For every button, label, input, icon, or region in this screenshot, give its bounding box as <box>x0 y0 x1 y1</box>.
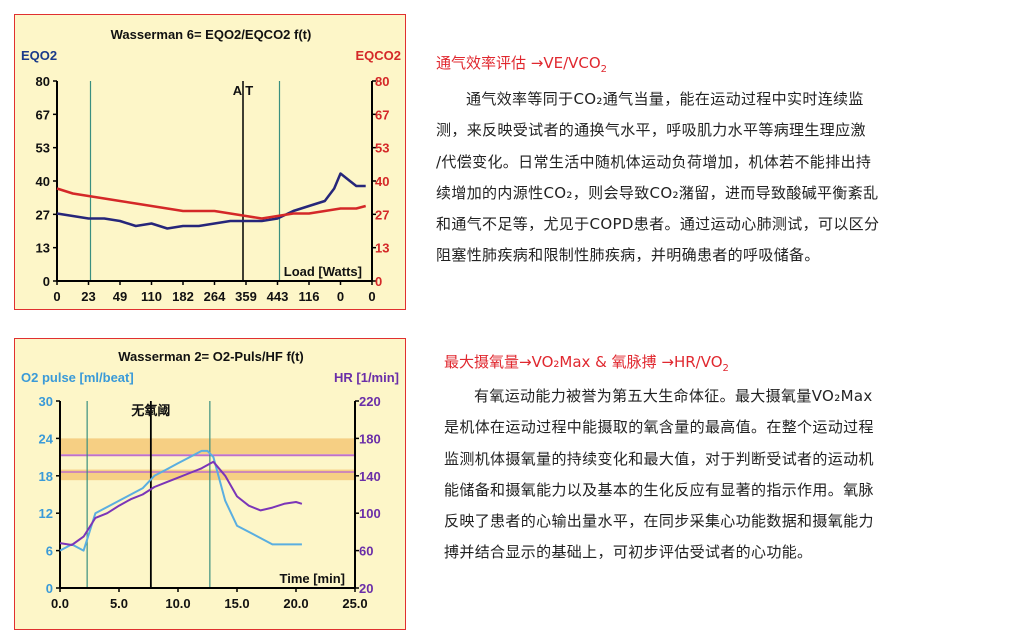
y-tick-label-right: 27 <box>375 207 389 222</box>
chart-panel-o2pulse: Wasserman 2= O2-Puls/HF f(t) O2 pulse [ml… <box>14 338 406 630</box>
chart-title: Wasserman 2= O2-Puls/HF f(t) <box>118 349 304 364</box>
y-tick-label-left: 0 <box>46 581 53 596</box>
x-tick-label: 49 <box>113 289 127 304</box>
series-line-eqo2 <box>56 172 366 230</box>
y-axis-label-right: HR [1/min] <box>334 370 399 385</box>
y-tick-label-left: 80 <box>36 74 50 89</box>
y-tick-label-left: 13 <box>36 241 50 256</box>
y-axis-label-left: O2 pulse [ml/beat] <box>21 370 134 385</box>
y-tick-label-left: 0 <box>43 274 50 289</box>
y-tick-label-right: 20 <box>359 581 373 596</box>
y-tick-label-left: 30 <box>39 394 53 409</box>
anaerobic-threshold-label: 无氧阈 <box>130 403 170 418</box>
paragraph-line: 有氧运动能力被誉为第五大生命体征。最大摄氧量VO₂Max <box>474 387 873 405</box>
section-paragraph-vo2max: 有氧运动能力被誉为第五大生命体征。最大摄氧量VO₂Max 是机体在运动过程中能摄… <box>444 381 1009 569</box>
y-tick-label-left: 67 <box>36 107 50 122</box>
reference-band-lower <box>60 469 355 481</box>
x-tick-label: 25.0 <box>342 596 367 611</box>
paragraph-line: 反映了患者的心输出量水平，在同步采集心功能数据和摄氧能力 <box>444 512 874 531</box>
chart-eqo2-eqco2: Wasserman 6= EQO2/EQCO2 f(t) EQO2 EQCO2 A T… <box>21 27 401 304</box>
y-tick-label-right: 0 <box>375 274 382 289</box>
chart-title: Wasserman 6= EQO2/EQCO2 f(t) <box>111 27 312 42</box>
y-tick-label-left: 40 <box>36 174 50 189</box>
y-tick-label-right: 13 <box>375 241 389 256</box>
paragraph-line: 测，来反映受试者的通换气水平，呼吸肌力水平等病理生理应激 <box>436 121 866 140</box>
y-tick-label-right: 140 <box>359 469 381 484</box>
series-line-o2-pulse <box>59 449 302 552</box>
y-tick-label-left: 6 <box>46 544 53 559</box>
y-tick-label-right: 180 <box>359 431 381 446</box>
y-tick-label-left: 18 <box>39 469 53 484</box>
x-tick-label: 264 <box>204 289 226 304</box>
paragraph-line: /代偿变化。日常生活中随机体运动负荷增加，机体若不能排出持 <box>436 152 872 171</box>
y-tick-label-right: 80 <box>375 74 389 89</box>
x-tick-label: 443 <box>267 289 289 304</box>
y-axis-label-right: EQCO2 <box>355 48 401 63</box>
paragraph-line: 阻塞性肺疾病和限制性肺疾病，并明确患者的呼吸储备。 <box>436 246 820 265</box>
x-tick-label: 359 <box>235 289 257 304</box>
paragraph-line: 搏并结合显示的基础上，可初步评估受试者的心功能。 <box>444 543 813 562</box>
x-axis-label: Load [Watts] <box>284 264 362 279</box>
paragraph-line: 续增加的内源性CO₂，则会导致CO₂潴留，进而导致酸碱平衡紊乱 <box>436 183 879 202</box>
reference-band-upper <box>60 438 355 454</box>
chart-o2pulse-hr: Wasserman 2= O2-Puls/HF f(t) O2 pulse [ml… <box>21 349 399 611</box>
paragraph-line: 通气效率等同于CO₂通气当量，能在运动过程中实时连续监 <box>466 90 864 108</box>
section-heading-vo2max: 最大摄氧量→VO₂Max & 氧脉搏 →HR/VO2 <box>444 353 729 374</box>
x-tick-label: 15.0 <box>224 596 249 611</box>
y-tick-label-right: 60 <box>359 544 373 559</box>
y-tick-label-right: 67 <box>375 107 389 122</box>
x-tick-label: 20.0 <box>283 596 308 611</box>
series-line-hr <box>59 460 303 546</box>
chart-panel-eq: Wasserman 6= EQO2/EQCO2 f(t) EQO2 EQCO2 A T… <box>14 14 406 310</box>
x-tick-label: 5.0 <box>110 596 128 611</box>
x-tick-label: 116 <box>299 289 320 304</box>
y-axis-label-left: EQO2 <box>21 48 57 63</box>
section-heading-ventilation: 通气效率评估 →VE/VCO2 <box>436 54 608 75</box>
y-tick-label-right: 53 <box>375 141 389 156</box>
x-tick-label: 0 <box>368 289 375 304</box>
paragraph-line: 是机体在运动过程中能摄取的氧含量的最高值。在整个运动过程 <box>444 418 874 437</box>
paragraph-line: 能储备和摄氧能力以及基本的生化反应有显著的指示作用。氧脉 <box>444 480 874 499</box>
paragraph-line: 和通气不足等，尤见于COPD患者。通过运动心肺测试，可以区分 <box>436 215 880 234</box>
at-marker-label: A T <box>233 83 254 98</box>
series-line-eqco2 <box>56 187 367 220</box>
x-axis-label: Time [min] <box>280 571 346 586</box>
x-tick-label: 110 <box>141 289 162 304</box>
x-tick-label: 0 <box>337 289 344 304</box>
y-tick-label-right: 100 <box>359 506 381 521</box>
x-tick-label: 10.0 <box>165 596 190 611</box>
y-tick-label-left: 24 <box>39 431 54 446</box>
paragraph-line: 监测机体摄氧量的持续变化和最大值，对于判断受试者的运动机 <box>444 449 874 468</box>
x-tick-label: 0.0 <box>51 596 69 611</box>
section-paragraph-ventilation: 通气效率等同于CO₂通气当量，能在运动过程中实时连续监 测，来反映受试者的通换气… <box>436 84 1006 272</box>
y-tick-label-left: 27 <box>36 207 50 222</box>
x-tick-label: 0 <box>53 289 60 304</box>
x-tick-label: 182 <box>172 289 194 304</box>
y-tick-label-right: 40 <box>375 174 389 189</box>
y-tick-label-left: 12 <box>39 506 53 521</box>
x-tick-label: 23 <box>81 289 95 304</box>
y-tick-label-left: 53 <box>36 141 50 156</box>
y-tick-label-right: 220 <box>359 394 381 409</box>
